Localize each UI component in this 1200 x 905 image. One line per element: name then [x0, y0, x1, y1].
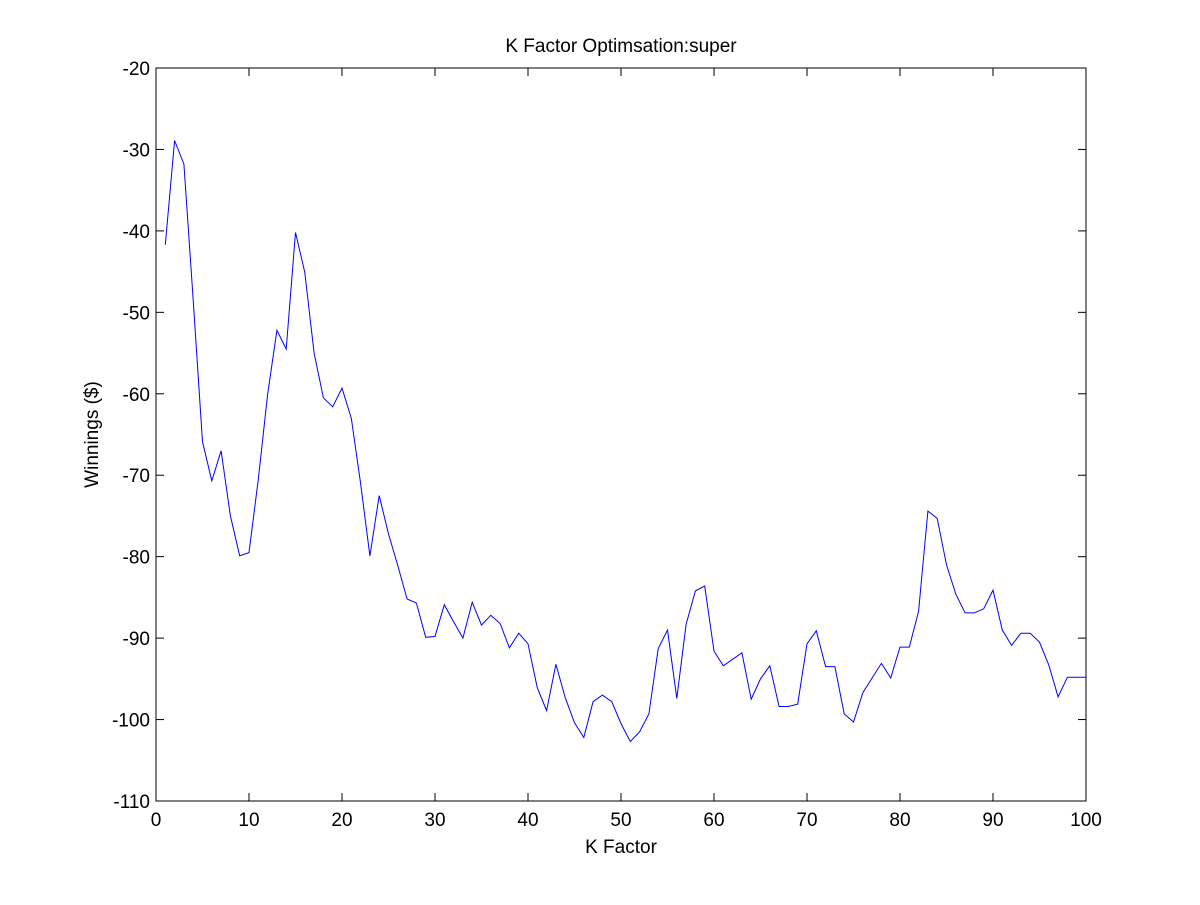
y-axis-label: Winnings ($) — [82, 381, 103, 488]
x-tick-label: 30 — [424, 810, 445, 831]
plot-frame — [155, 67, 1087, 802]
x-tick-label: 70 — [796, 810, 817, 831]
y-tick-label: -20 — [123, 59, 150, 80]
y-tick-label: -100 — [112, 711, 150, 732]
x-tick-label: 60 — [703, 810, 724, 831]
plot-area — [156, 68, 1086, 801]
x-tick-label: 80 — [889, 810, 910, 831]
series-line — [164, 140, 1086, 743]
y-tick-label: -50 — [123, 303, 150, 324]
x-tick-label: 10 — [238, 810, 259, 831]
y-tick-label: -110 — [113, 792, 150, 813]
y-tick-label: -90 — [123, 629, 150, 650]
y-tick-label: -70 — [123, 466, 150, 487]
x-axis-label: K Factor — [585, 837, 657, 858]
y-tick-label: -30 — [123, 140, 150, 161]
y-tick-label: -80 — [123, 548, 150, 569]
x-tick-label: 20 — [331, 810, 352, 831]
x-tick-label: 90 — [982, 810, 1003, 831]
chart-title: K Factor Optimsation:super — [505, 36, 737, 57]
y-tick-label: -60 — [123, 385, 150, 406]
x-tick-label: 40 — [517, 810, 538, 831]
x-tick-label: 50 — [610, 810, 631, 831]
y-axis-ticks: -110 -100 -90 -80 -70 -60 -50 -40 -30 -20 — [112, 59, 1086, 813]
x-tick-label: 100 — [1070, 810, 1102, 831]
x-tick-label: 0 — [151, 810, 162, 831]
y-tick-label: -40 — [123, 222, 150, 243]
x-axis-ticks: 0 10 20 30 40 50 60 70 80 90 100 — [151, 68, 1102, 831]
